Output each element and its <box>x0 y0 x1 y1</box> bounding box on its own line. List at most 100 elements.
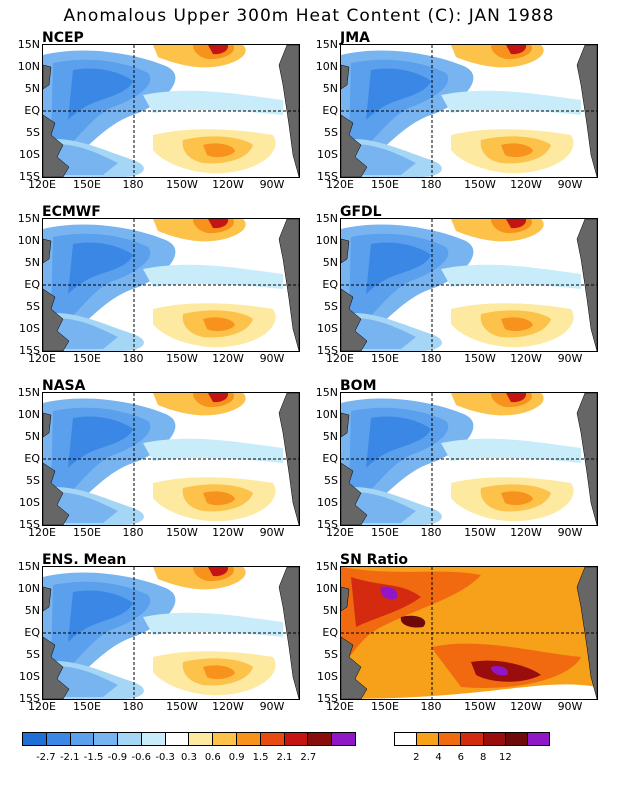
map-field <box>43 393 299 525</box>
lon-tick-label: 150E <box>73 700 101 713</box>
contour-region <box>441 90 581 115</box>
lat-tick-label: 15N <box>17 560 40 573</box>
contour-region <box>143 438 283 463</box>
panel-title-jma: JMA <box>340 30 370 46</box>
lon-tick-label: 150W <box>464 700 496 713</box>
contour-region <box>203 491 235 506</box>
lon-tick-label: 90W <box>259 526 285 539</box>
contour-region <box>501 143 533 158</box>
lat-tick-label: 5S <box>324 474 338 487</box>
contour-region <box>203 317 235 332</box>
panel-title-gfdl: GFDL <box>340 204 382 220</box>
colorbar-tick-label: 1.5 <box>252 752 269 763</box>
lat-tick-label: 5S <box>324 126 338 139</box>
map-panel <box>42 218 300 352</box>
land-mass <box>341 114 368 177</box>
lon-tick-label: 180 <box>122 526 144 539</box>
lon-tick-label: 150E <box>371 526 399 539</box>
lon-tick-label: 150W <box>166 178 198 191</box>
colorbar-swatch <box>70 733 95 745</box>
contour-region <box>68 242 133 294</box>
colorbar-swatch <box>439 733 462 745</box>
lat-tick-label: 5N <box>24 604 40 617</box>
contour-region <box>208 45 229 55</box>
lon-tick-label: 180 <box>122 178 144 191</box>
lat-tick-label: 10N <box>17 582 40 595</box>
colorbar-tick-label: -0.3 <box>155 752 175 763</box>
contour-region <box>208 567 229 577</box>
lon-tick-label: 120W <box>212 352 244 365</box>
lon-tick-label: 180 <box>122 352 144 365</box>
lat-tick-label: 5S <box>26 126 40 139</box>
lon-tick-label: 150W <box>166 700 198 713</box>
colorbar-tick-label: -0.6 <box>131 752 152 763</box>
land-mass <box>341 288 368 351</box>
lon-tick-label: 120W <box>510 178 542 191</box>
contour-region <box>143 264 283 289</box>
lat-tick-label: 15N <box>17 212 40 225</box>
lat-tick-label: 10S <box>19 670 40 683</box>
lat-tick-label: 5N <box>24 256 40 269</box>
colorbar-tick-label: -0.9 <box>107 752 128 763</box>
land-mass <box>43 238 52 264</box>
colorbar-tick-label: -2.7 <box>36 752 56 763</box>
colorbar-swatch <box>417 733 440 745</box>
lat-tick-label: 5S <box>324 300 338 313</box>
map-panel <box>42 44 300 178</box>
lon-tick-label: 90W <box>259 700 285 713</box>
map-field <box>43 567 299 699</box>
lat-tick-label: 5S <box>26 648 40 661</box>
lat-tick-label: 15N <box>315 38 338 51</box>
colorbar-swatch <box>189 733 214 745</box>
lat-tick-label: 5N <box>322 604 338 617</box>
lon-tick-label: 150W <box>166 526 198 539</box>
lon-tick-label: 120E <box>28 700 56 713</box>
colorbar-swatch <box>23 733 47 745</box>
contour-region <box>380 586 398 600</box>
land-mass <box>341 238 350 264</box>
colorbar-swatch <box>284 733 309 745</box>
contour-region <box>441 264 581 289</box>
lon-tick-label: 90W <box>259 352 285 365</box>
lat-tick-label: 5N <box>322 256 338 269</box>
lat-tick-label: EQ <box>24 278 40 291</box>
lat-tick-label: 10N <box>17 234 40 247</box>
lat-tick-label: EQ <box>24 626 40 639</box>
lat-tick-label: 15N <box>315 386 338 399</box>
colorbar-swatch <box>483 733 506 745</box>
lon-tick-label: 150W <box>166 352 198 365</box>
colorbar-tick-label: 12 <box>499 752 512 763</box>
contour-region <box>351 577 421 627</box>
lat-tick-label: 15S <box>19 518 40 531</box>
lat-tick-label: EQ <box>24 452 40 465</box>
contour-region <box>143 612 283 637</box>
anomaly-colorbar <box>22 732 356 746</box>
land-mass <box>341 636 368 699</box>
land-mass <box>43 412 52 438</box>
lat-tick-label: 15N <box>315 560 338 573</box>
lat-tick-label: 10N <box>17 408 40 421</box>
map-field <box>43 219 299 351</box>
colorbar-tick-label: 2 <box>413 752 420 763</box>
lon-tick-label: 180 <box>420 700 442 713</box>
colorbar-tick-label: 6 <box>457 752 465 763</box>
lat-tick-label: 10N <box>17 60 40 73</box>
land-mass <box>43 288 70 351</box>
lon-tick-label: 180 <box>420 178 442 191</box>
lat-tick-label: 10S <box>317 670 338 683</box>
colorbar-swatch <box>165 733 190 745</box>
colorbar-swatch <box>94 733 119 745</box>
map-panel <box>42 566 300 700</box>
lon-tick-label: 150E <box>371 700 399 713</box>
colorbar-swatch <box>260 733 285 745</box>
contour-region <box>68 416 133 468</box>
panel-title-bom: BOM <box>340 378 377 394</box>
lat-tick-label: 15S <box>19 170 40 183</box>
lat-tick-label: EQ <box>322 626 338 639</box>
map-panel <box>340 566 598 700</box>
lon-tick-label: 120W <box>212 178 244 191</box>
map-panel <box>340 392 598 526</box>
land-mass <box>43 64 52 90</box>
colorbar-swatch <box>141 733 166 745</box>
lon-tick-label: 90W <box>259 178 285 191</box>
